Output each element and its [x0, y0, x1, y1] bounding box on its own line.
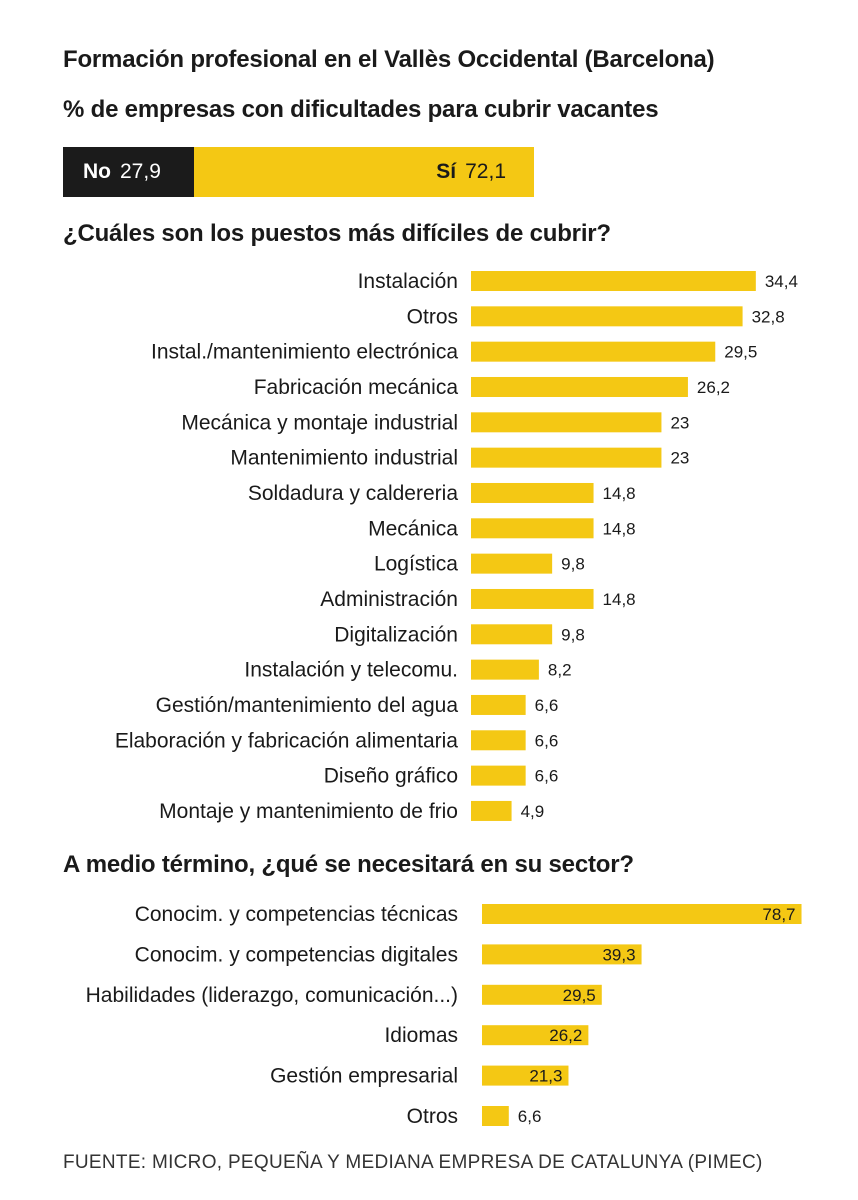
split-no-value: 27,9: [120, 160, 161, 183]
value-label: 8,2: [548, 661, 572, 680]
category-label: Otros: [407, 305, 458, 328]
category-label: Conocim. y competencias digitales: [135, 943, 458, 966]
category-label: Fabricación mecánica: [254, 376, 459, 399]
category-label: Idiomas: [384, 1024, 458, 1047]
category-label: Administración: [320, 588, 458, 611]
value-label: 29,5: [563, 986, 596, 1005]
source-note: FUENTE: MICRO, PEQUEÑA Y MEDIANA EMPRESA…: [63, 1152, 763, 1173]
chart-necesidades: Conocim. y competencias técnicas 78,7 Cono…: [86, 903, 802, 1128]
split-si-segment: Sí 72,1: [194, 147, 534, 197]
value-label: 14,8: [603, 519, 636, 538]
bar: [471, 482, 594, 503]
bar: [471, 800, 512, 821]
category-label: Digitalización: [334, 623, 458, 646]
value-label: 4,9: [521, 802, 545, 821]
category-label: Mecánica y montaje industrial: [181, 411, 458, 434]
section-title-necesidades: A medio término, ¿qué se necesitará en s…: [63, 851, 634, 878]
bar: [471, 694, 526, 715]
value-label: 78,7: [762, 905, 795, 924]
value-label: 6,6: [535, 696, 559, 715]
value-label: 32,8: [752, 307, 785, 326]
category-label: Mantenimiento industrial: [230, 447, 458, 470]
bar: [471, 341, 716, 362]
value-label: 39,3: [602, 945, 635, 964]
chart-puestos: Instalación 34,4 Otros 32,8 Instal./mantenim…: [115, 270, 798, 823]
split-si-value: 72,1: [465, 160, 506, 183]
category-label: Gestión empresarial: [270, 1065, 458, 1088]
split-bar: No 27,9 Sí 72,1: [63, 147, 534, 197]
value-label: 14,8: [603, 590, 636, 609]
bar: [471, 306, 743, 327]
value-label: 34,4: [765, 272, 798, 291]
bar: [482, 1065, 569, 1086]
chart-title: Formación profesional en el Vallès Occid…: [63, 46, 715, 73]
value-label: 23: [670, 413, 689, 432]
bar: [471, 659, 539, 680]
category-label: Instalación: [358, 270, 458, 293]
bar: [482, 944, 642, 965]
value-label: 9,8: [561, 555, 585, 574]
chart-subtitle: % de empresas con dificultades para cubr…: [63, 96, 659, 123]
value-label: 6,6: [518, 1107, 542, 1126]
value-label: 14,8: [603, 484, 636, 503]
bar: [482, 1025, 589, 1046]
bar: [471, 376, 688, 397]
category-label: Logística: [374, 553, 458, 576]
category-label: Otros: [407, 1105, 458, 1128]
category-label: Soldadura y caldereria: [248, 482, 458, 505]
bar: [471, 588, 594, 609]
value-label: 21,3: [529, 1067, 562, 1086]
category-label: Instal./mantenimiento electrónica: [151, 341, 458, 364]
split-no-segment: No 27,9: [63, 147, 194, 197]
category-label: Mecánica: [368, 517, 458, 540]
bar: [471, 518, 594, 539]
bar: [482, 984, 602, 1005]
category-label: Gestión/mantenimiento del agua: [156, 694, 459, 717]
bar: [471, 553, 553, 574]
category-label: Instalación y telecomu.: [244, 659, 458, 682]
bar: [482, 904, 802, 924]
value-label: 29,5: [724, 343, 757, 362]
value-label: 23: [670, 449, 689, 468]
section-title-puestos: ¿Cuáles son los puestos más difíciles de…: [63, 220, 611, 247]
bar: [471, 765, 526, 786]
value-label: 6,6: [535, 767, 559, 786]
bar: [482, 1106, 509, 1126]
category-label: Montaje y mantenimiento de frio: [159, 800, 458, 823]
category-label: Diseño gráfico: [324, 765, 458, 788]
category-label: Conocim. y competencias técnicas: [135, 903, 458, 926]
bar: [471, 624, 553, 645]
value-label: 6,6: [535, 731, 559, 750]
split-si-label: Sí: [436, 160, 457, 183]
split-no-label: No: [83, 160, 111, 183]
value-label: 26,2: [697, 378, 730, 397]
category-label: Elaboración y fabricación alimentaria: [115, 729, 458, 752]
bar: [471, 730, 526, 751]
bar: [471, 271, 756, 291]
value-label: 26,2: [549, 1026, 582, 1045]
category-label: Habilidades (liderazgo, comunicación...): [86, 984, 458, 1007]
bar: [471, 412, 662, 433]
value-label: 9,8: [561, 625, 585, 644]
bar: [471, 447, 662, 468]
